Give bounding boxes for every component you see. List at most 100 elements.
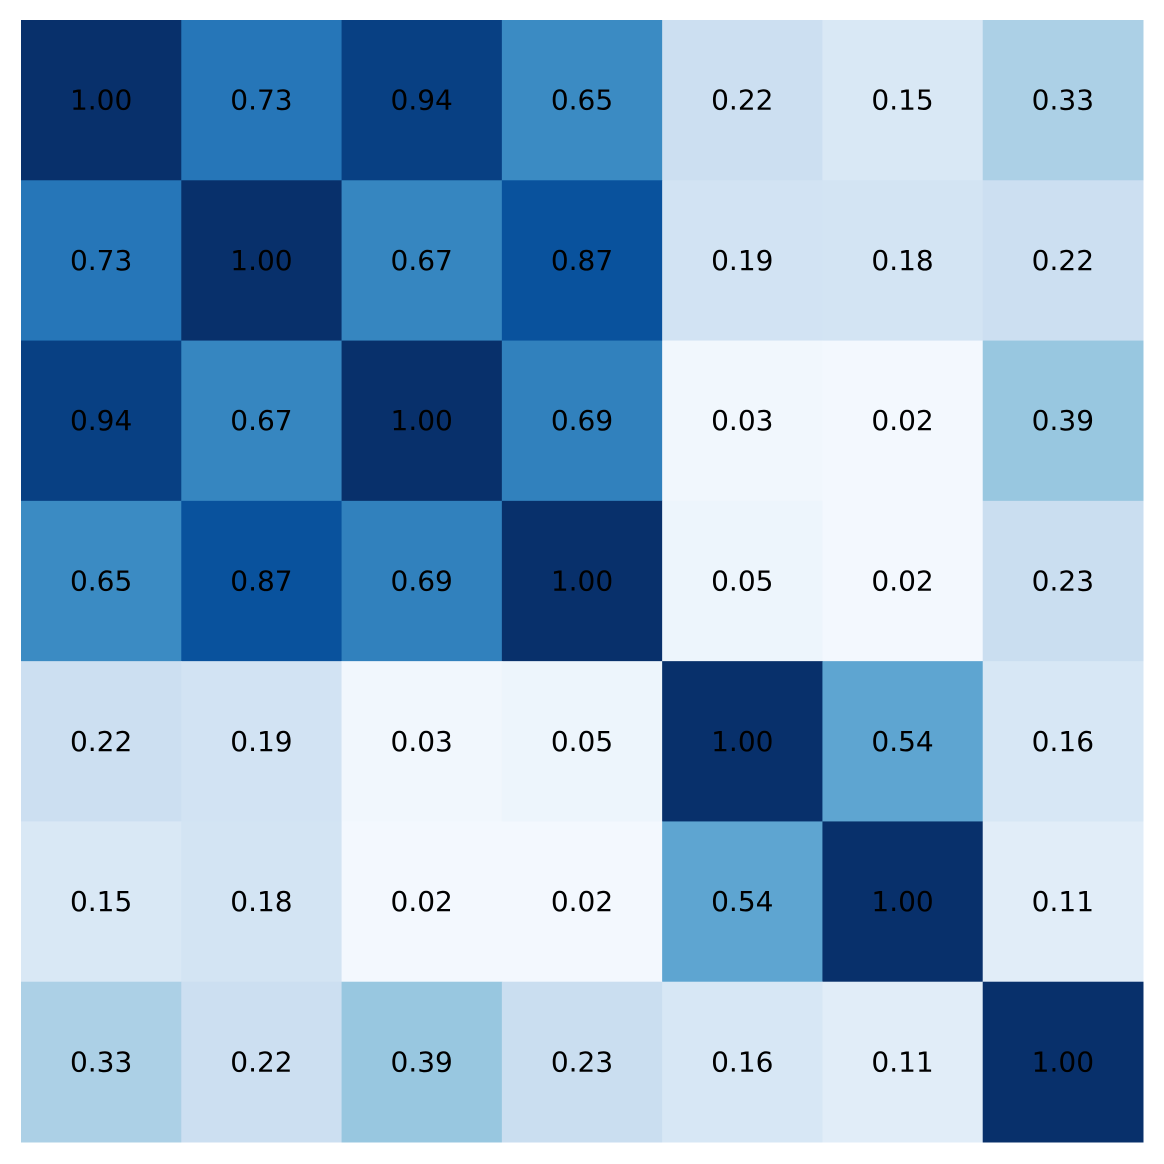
cell-label-5-3: 0.02 xyxy=(551,885,613,918)
cell-label-3-3: 1.00 xyxy=(551,565,613,598)
heatmap-cell-3-2 xyxy=(341,500,503,662)
heatmap-cell-5-3 xyxy=(501,821,663,983)
heatmap-cell-5-5 xyxy=(822,821,984,983)
cell-label-1-0: 0.73 xyxy=(70,244,132,277)
cell-label-5-1: 0.18 xyxy=(230,885,292,918)
cell-label-4-2: 0.03 xyxy=(391,725,453,758)
cell-label-2-5: 0.02 xyxy=(871,404,933,437)
cell-label-0-0: 1.00 xyxy=(70,84,132,117)
cell-label-3-2: 0.69 xyxy=(391,565,453,598)
heatmap-cell-6-4 xyxy=(662,981,823,1143)
cell-label-1-2: 0.67 xyxy=(391,244,453,277)
heatmap-cell-4-4 xyxy=(662,661,823,822)
heatmap-cell-3-0 xyxy=(21,500,182,662)
heatmap-cell-2-4 xyxy=(662,340,823,502)
heatmap-cell-6-0 xyxy=(21,981,182,1143)
cell-label-1-5: 0.18 xyxy=(871,244,933,277)
heatmap-cell-2-2 xyxy=(341,340,503,502)
cell-label-1-1: 1.00 xyxy=(230,244,292,277)
heatmap-cell-2-1 xyxy=(181,340,343,502)
cell-label-5-0: 0.15 xyxy=(70,885,132,918)
cell-label-2-2: 1.00 xyxy=(391,404,453,437)
heatmap-cell-1-5 xyxy=(822,180,984,342)
heatmap-cell-2-6 xyxy=(982,340,1144,502)
heatmap-cell-2-5 xyxy=(822,340,984,502)
cell-label-3-1: 0.87 xyxy=(230,565,292,598)
heatmap-cell-6-1 xyxy=(181,981,343,1143)
cell-label-6-0: 0.33 xyxy=(70,1045,132,1078)
heatmap-cell-1-0 xyxy=(21,180,182,342)
heatmap-cell-0-6 xyxy=(982,20,1144,181)
cell-label-6-4: 0.16 xyxy=(711,1045,773,1078)
cell-label-5-4: 0.54 xyxy=(711,885,773,918)
heatmap-cell-0-3 xyxy=(501,20,663,181)
heatmap-cell-1-2 xyxy=(341,180,503,342)
cell-label-5-6: 0.11 xyxy=(1032,885,1094,918)
heatmap-cell-1-6 xyxy=(982,180,1144,342)
heatmap-cell-0-4 xyxy=(662,20,823,181)
heatmap-cell-1-1 xyxy=(181,180,343,342)
heatmap-cell-0-0 xyxy=(21,20,182,181)
cell-label-6-6: 1.00 xyxy=(1032,1045,1094,1078)
cell-label-4-6: 0.16 xyxy=(1032,725,1094,758)
heatmap-cell-6-6 xyxy=(982,981,1144,1143)
cell-label-0-6: 0.33 xyxy=(1032,84,1094,117)
cell-label-0-4: 0.22 xyxy=(711,84,773,117)
heatmap-cell-4-0 xyxy=(21,661,182,822)
cell-label-4-5: 0.54 xyxy=(871,725,933,758)
heatmap-cell-4-2 xyxy=(341,661,503,822)
cell-label-3-5: 0.02 xyxy=(871,565,933,598)
heatmap-cell-3-4 xyxy=(662,500,823,662)
heatmap-cell-5-1 xyxy=(181,821,343,983)
heatmap-cell-4-5 xyxy=(822,661,984,822)
cell-label-0-3: 0.65 xyxy=(551,84,613,117)
cell-label-2-1: 0.67 xyxy=(230,404,292,437)
heatmap-cell-6-2 xyxy=(341,981,503,1143)
cell-label-4-4: 1.00 xyxy=(711,725,773,758)
heatmap-cell-5-2 xyxy=(341,821,503,983)
heatmap-cell-0-2 xyxy=(341,20,503,181)
heatmap-cell-5-6 xyxy=(982,821,1144,983)
heatmap-cell-2-0 xyxy=(21,340,182,502)
cell-label-6-5: 0.11 xyxy=(871,1045,933,1078)
heatmap-cell-4-1 xyxy=(181,661,343,822)
cell-label-6-2: 0.39 xyxy=(391,1045,453,1078)
heatmap-cell-3-5 xyxy=(822,500,984,662)
cell-label-1-4: 0.19 xyxy=(711,244,773,277)
cell-label-6-3: 0.23 xyxy=(551,1045,613,1078)
cell-label-4-0: 0.22 xyxy=(70,725,132,758)
cell-label-0-2: 0.94 xyxy=(391,84,453,117)
heatmap-cell-6-3 xyxy=(501,981,663,1143)
cell-label-3-6: 0.23 xyxy=(1032,565,1094,598)
heatmap-cell-3-3 xyxy=(501,500,663,662)
cell-label-2-3: 0.69 xyxy=(551,404,613,437)
heatmap-cell-5-0 xyxy=(21,821,182,983)
heatmap-cell-1-4 xyxy=(662,180,823,342)
cell-label-2-6: 0.39 xyxy=(1032,404,1094,437)
cell-label-4-1: 0.19 xyxy=(230,725,292,758)
heatmap-labels: 1.00 0.73 0.94 0.65 0.22 0.15 0.33 0.73 1.00 0.67… xyxy=(70,84,1094,1079)
cell-label-2-4: 0.03 xyxy=(711,404,773,437)
heatmap-cells xyxy=(21,20,1144,1143)
heatmap-cell-4-3 xyxy=(501,661,663,822)
heatmap-cell-1-3 xyxy=(501,180,663,342)
heatmap-cell-2-3 xyxy=(501,340,663,502)
heatmap-cell-0-5 xyxy=(822,20,984,181)
cell-label-3-4: 0.05 xyxy=(711,565,773,598)
cell-label-5-2: 0.02 xyxy=(391,885,453,918)
heatmap-cell-3-6 xyxy=(982,500,1144,662)
cell-label-1-6: 0.22 xyxy=(1032,244,1094,277)
cell-label-0-5: 0.15 xyxy=(871,84,933,117)
heatmap-cell-3-1 xyxy=(181,500,343,662)
cell-label-0-1: 0.73 xyxy=(230,84,292,117)
cell-label-4-3: 0.05 xyxy=(551,725,613,758)
heatmap-cell-5-4 xyxy=(662,821,823,983)
cell-label-2-0: 0.94 xyxy=(70,404,132,437)
heatmap-cell-6-5 xyxy=(822,981,984,1143)
cell-label-1-3: 0.87 xyxy=(551,244,613,277)
heatmap-cell-0-1 xyxy=(181,20,343,181)
cell-label-5-5: 1.00 xyxy=(871,885,933,918)
heatmap-cell-4-6 xyxy=(982,661,1144,822)
cell-label-6-1: 0.22 xyxy=(230,1045,292,1078)
